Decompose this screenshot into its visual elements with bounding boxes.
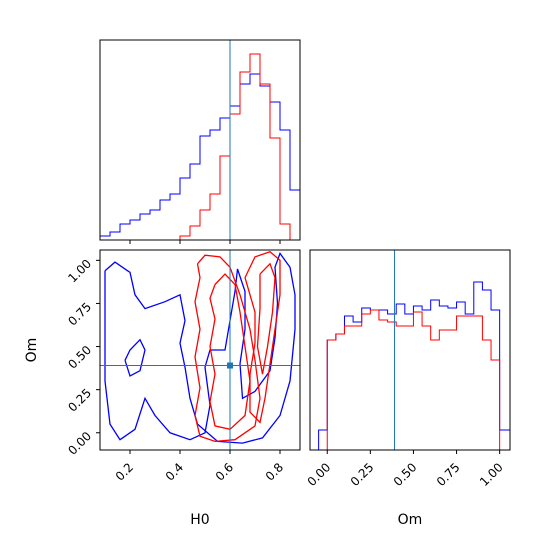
- om-xtick-label-4: 0.75: [434, 460, 463, 489]
- h0-xtick-label-3: 0.6: [213, 460, 236, 483]
- contour-frame: [99, 249, 301, 451]
- x-axis-label-om: Om: [398, 512, 423, 528]
- om-histogram-frame: [309, 249, 511, 451]
- om-ytick-label-1: 0.00: [65, 429, 94, 458]
- om-ytick-label-3: 0.50: [65, 343, 94, 372]
- h0-histogram-panel: [99, 39, 301, 244]
- om-ytick-label-2: 0.25: [65, 386, 94, 415]
- om-ytick-label-4: 0.75: [65, 300, 94, 329]
- om-histogram-series-1: [310, 281, 511, 451]
- h0-xtick-label-4: 0.8: [263, 460, 286, 483]
- h0-histogram-frame: [99, 39, 301, 241]
- om-xtick-label-1: 0.00: [305, 460, 334, 489]
- contour-3: [194, 254, 261, 443]
- om-ytick-label-5: 1.00: [65, 257, 94, 286]
- truth-marker: [227, 362, 233, 369]
- contour-lines: [104, 250, 296, 444]
- x-axis-label-h0: H0: [190, 512, 209, 528]
- contour-1: [104, 252, 296, 444]
- contour-5: [244, 250, 281, 424]
- om-histogram-series-2: [310, 309, 510, 451]
- om-histogram-panel: 0.00 0.25 0.50 0.75 1.00: [305, 249, 511, 489]
- y-axis-label-om: Om: [24, 338, 40, 363]
- contour-6: [256, 262, 276, 375]
- h0-xtick-label-1: 0.2: [113, 460, 136, 483]
- h0-xtick-label-2: 0.4: [163, 460, 186, 483]
- om-xtick-label-3: 0.50: [391, 460, 420, 489]
- om-xtick-label-5: 1.00: [477, 460, 506, 489]
- om-xtick-label-2: 0.25: [348, 460, 377, 489]
- contour-2: [124, 338, 146, 377]
- h0-om-contour-panel: 0.2 0.4 0.6 0.8 0.00 0.25 0.50 0.75 1.00: [65, 249, 301, 484]
